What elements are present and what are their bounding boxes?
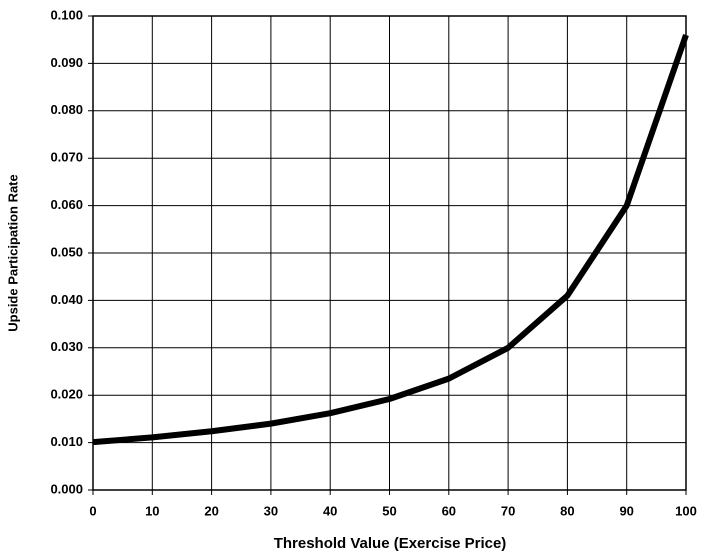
- line: [92, 33, 689, 446]
- y-axis-title: Upside Participation Rate: [5, 174, 20, 331]
- y-tick-label: 0.060: [50, 197, 83, 212]
- x-axis-title: Threshold Value (Exercise Price): [274, 535, 507, 552]
- y-tick-label: 0.000: [50, 481, 83, 496]
- x-tick-label: 90: [619, 503, 633, 518]
- y-tick-label: 0.070: [50, 150, 83, 165]
- x-tick-label: 40: [323, 503, 337, 518]
- y-tick-label: 0.040: [50, 292, 83, 307]
- y-tick-label: 0.010: [50, 434, 83, 449]
- y-tick-label: 0.020: [50, 387, 83, 402]
- y-tick-label: 0.080: [50, 102, 83, 117]
- x-tick-label: 10: [145, 503, 159, 518]
- x-tick-label: 20: [204, 503, 218, 518]
- y-tick-label: 0.050: [50, 244, 83, 259]
- x-tick-label: 100: [675, 503, 697, 518]
- y-tick-label: 0.030: [50, 339, 83, 354]
- x-tick-label: 60: [442, 503, 456, 518]
- x-tick-label: 70: [501, 503, 515, 518]
- x-tick-label: 30: [264, 503, 278, 518]
- x-tick-label: 0: [89, 503, 96, 518]
- x-tick-label: 80: [560, 503, 574, 518]
- x-tick-label: 50: [382, 503, 396, 518]
- plot-frame: [92, 15, 687, 491]
- y-tick-label: 0.090: [50, 55, 83, 70]
- y-tick-label: 0.100: [50, 7, 83, 22]
